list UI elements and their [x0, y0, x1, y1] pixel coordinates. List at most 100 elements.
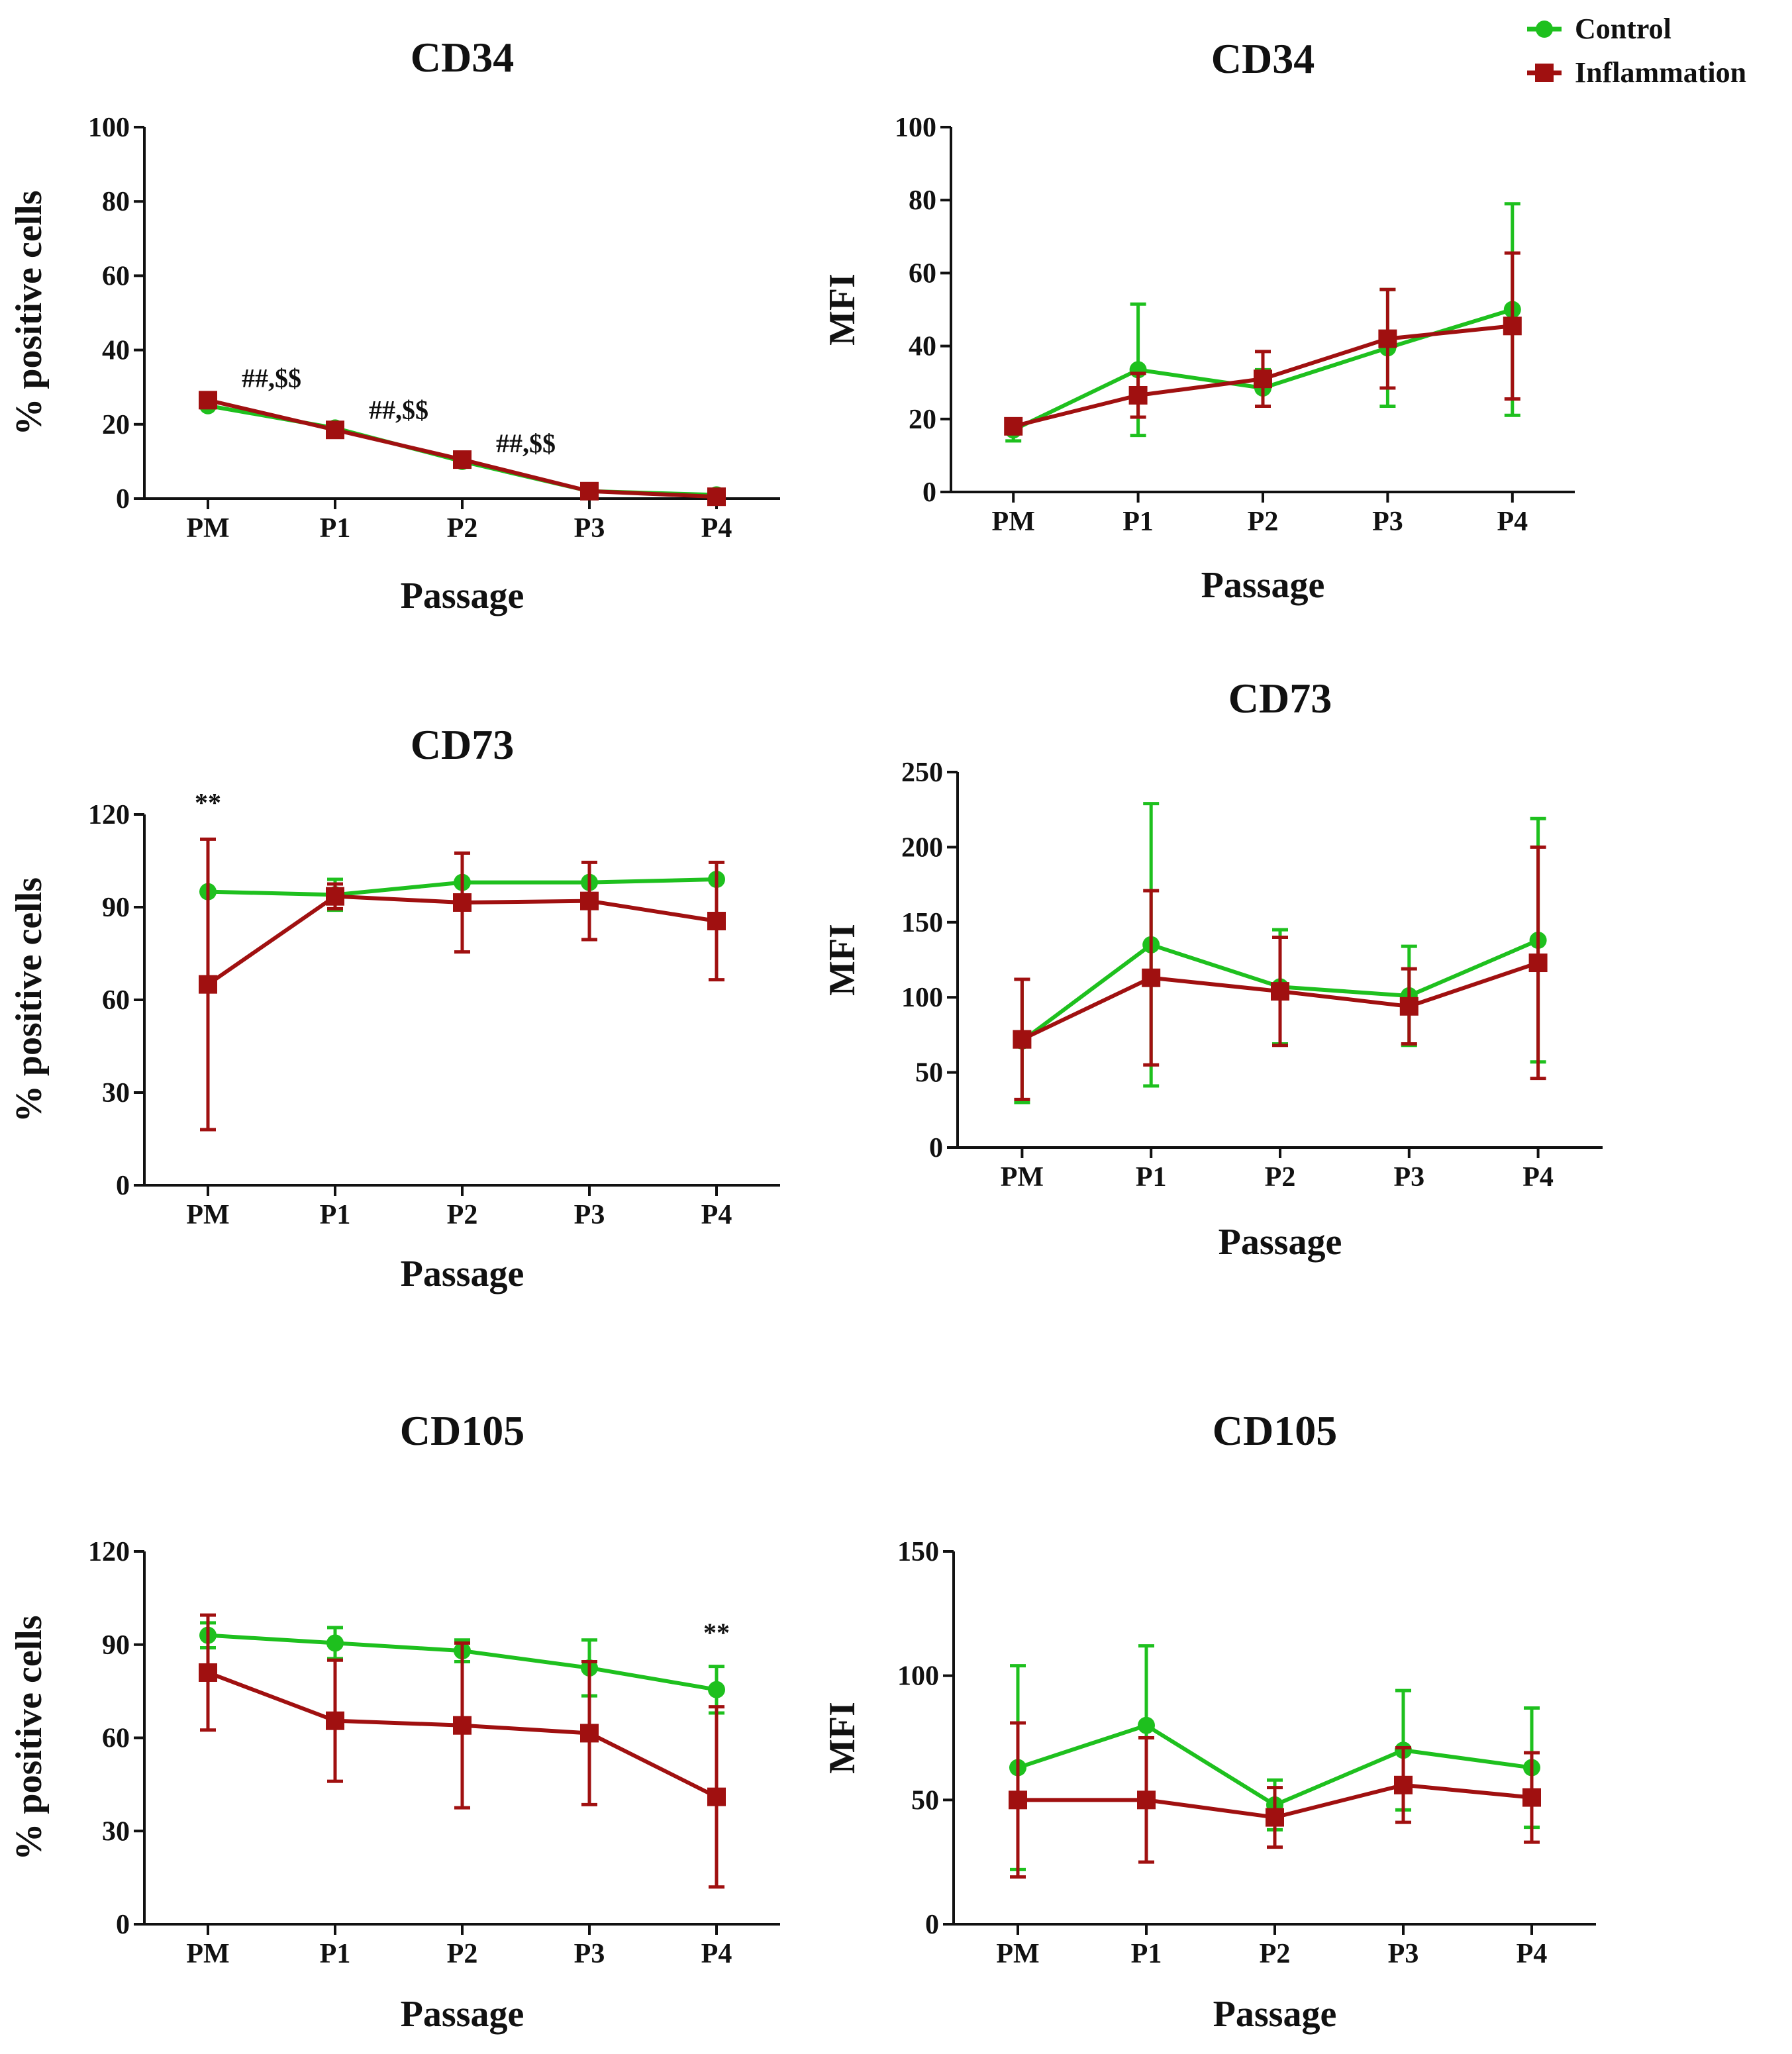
legend: Control Inflammation: [1527, 13, 1746, 89]
series-inflammation: [199, 1613, 726, 1889]
y-tick-label: 90: [102, 893, 130, 923]
y-tick-label: 60: [102, 261, 130, 291]
y-tick-label: 20: [909, 405, 936, 435]
data-point: [453, 450, 472, 469]
x-axis-label: Passage: [1201, 565, 1325, 606]
x-tick-label: P1: [1122, 507, 1154, 537]
y-tick-label: 50: [911, 1785, 939, 1816]
significance-annotation: ##,$$: [242, 364, 301, 393]
y-tick-label: 0: [116, 484, 130, 514]
x-axis-label: Passage: [401, 575, 524, 616]
data-point: [580, 1724, 599, 1743]
x-tick-label: P3: [574, 513, 605, 544]
chart-panel-1: CD34 0 20 40 60 80 100 PM P1 P2 P3 P4 Passage % posit…: [9, 34, 780, 616]
x-tick-label: P4: [1522, 1162, 1554, 1193]
y-tick-label: 60: [909, 258, 936, 289]
chart-title: CD73: [411, 721, 514, 768]
x-tick-label: P3: [1372, 507, 1403, 537]
chart-panel-5: CD105 0 30 60 90 120 PM P1 P2 P3 P4 Passage % positi…: [9, 1407, 780, 2035]
data-point: [1266, 1808, 1284, 1827]
legend-control-marker: [1536, 21, 1553, 38]
legend-inflammation-label: Inflammation: [1575, 56, 1746, 89]
x-tick-label: P4: [1517, 1939, 1548, 1969]
data-point: [1138, 1716, 1155, 1734]
data-point: [1142, 968, 1161, 987]
chart-panel-6: CD105 0 50 100 150 PM P1 P2 P3 P4 Passage MFI: [822, 1407, 1596, 2035]
series-inflammation: [199, 391, 726, 507]
chart-title: CD73: [1228, 675, 1332, 722]
data-point: [326, 1634, 344, 1652]
x-tick-label: P1: [1136, 1162, 1167, 1193]
y-tick-label: 90: [102, 1630, 130, 1661]
y-tick-label: 150: [901, 908, 943, 938]
y-tick-label: 60: [102, 985, 130, 1016]
y-tick-label: 120: [88, 1537, 130, 1567]
y-tick-label: 30: [102, 1078, 130, 1108]
data-point: [1528, 954, 1548, 973]
chart-title: CD105: [1213, 1407, 1337, 1454]
series-control: [199, 397, 725, 504]
x-axis-label: Passage: [401, 1253, 524, 1295]
series-inflammation: [1013, 845, 1548, 1101]
y-axis-label: MFI: [822, 1702, 863, 1774]
data-point: [326, 887, 344, 906]
legend-control-label: Control: [1575, 13, 1671, 45]
y-axis-label: % positive cells: [9, 877, 50, 1122]
x-tick-label: P2: [1265, 1162, 1296, 1193]
x-tick-label: P3: [1393, 1162, 1424, 1193]
data-point: [1394, 1775, 1413, 1794]
data-point: [1013, 1030, 1032, 1049]
x-tick-label: P1: [320, 513, 351, 544]
series-inflammation: [1004, 251, 1522, 436]
data-point: [1271, 982, 1289, 1001]
y-tick-label: 80: [102, 187, 130, 217]
x-tick-label: P1: [320, 1200, 351, 1230]
y-tick-label: 100: [901, 983, 943, 1013]
chart-title: CD34: [411, 34, 514, 81]
y-axis-label: % positive cells: [9, 190, 50, 435]
data-point: [1004, 416, 1023, 436]
x-tick-label: P2: [1248, 507, 1279, 537]
data-point: [1503, 317, 1522, 336]
x-axis-label: Passage: [1213, 1994, 1337, 2035]
x-tick-label: PM: [992, 507, 1035, 537]
data-point: [1128, 385, 1148, 405]
x-tick-label: P3: [1388, 1939, 1419, 1969]
data-point: [326, 1711, 344, 1730]
y-tick-label: 100: [897, 1661, 939, 1692]
x-tick-label: P1: [320, 1939, 351, 1969]
data-point: [1378, 329, 1397, 348]
data-point: [708, 1681, 725, 1698]
y-tick-label: 200: [901, 832, 943, 863]
y-tick-label: 50: [915, 1058, 943, 1089]
significance-annotation: ##,$$: [496, 428, 556, 458]
x-tick-label: PM: [996, 1939, 1039, 1969]
y-tick-label: 100: [88, 113, 130, 143]
data-point: [707, 487, 726, 507]
x-tick-label: PM: [1001, 1162, 1044, 1193]
y-tick-label: 100: [895, 113, 936, 143]
data-point: [1399, 997, 1419, 1016]
data-point: [707, 912, 726, 930]
x-tick-label: P4: [1497, 507, 1528, 537]
y-tick-label: 60: [102, 1724, 130, 1754]
y-tick-label: 40: [102, 336, 130, 366]
data-point: [453, 1716, 472, 1735]
x-tick-label: P4: [701, 1939, 732, 1969]
data-point: [1137, 1790, 1156, 1810]
y-axis-label: MFI: [822, 924, 863, 996]
legend-inflammation-marker: [1535, 64, 1554, 82]
y-tick-label: 250: [901, 758, 943, 788]
series-inflammation: [1009, 1721, 1541, 1879]
data-point: [580, 481, 599, 501]
y-tick-label: 0: [925, 1910, 939, 1940]
x-tick-label: P2: [1260, 1939, 1291, 1969]
x-tick-label: PM: [186, 1939, 229, 1969]
x-tick-label: PM: [186, 513, 229, 544]
y-axis-label: MFI: [822, 273, 863, 346]
y-tick-label: 120: [88, 800, 130, 830]
x-tick-label: P3: [574, 1939, 605, 1969]
y-tick-label: 80: [909, 185, 936, 216]
series-inflammation: [199, 837, 726, 1132]
x-tick-label: P4: [701, 1200, 732, 1230]
